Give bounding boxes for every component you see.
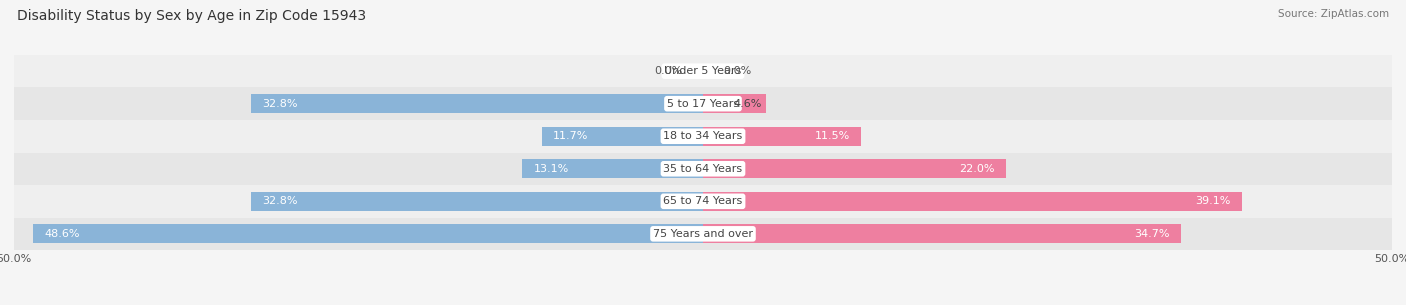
Bar xyxy=(523,159,703,178)
Bar xyxy=(252,94,703,113)
Text: 11.5%: 11.5% xyxy=(815,131,851,141)
Bar xyxy=(14,185,1392,217)
Text: 18 to 34 Years: 18 to 34 Years xyxy=(664,131,742,141)
Text: 0.0%: 0.0% xyxy=(724,66,752,76)
Bar xyxy=(14,152,1392,185)
Bar xyxy=(252,192,703,211)
Text: 5 to 17 Years: 5 to 17 Years xyxy=(666,99,740,109)
Text: 4.6%: 4.6% xyxy=(734,99,762,109)
Bar xyxy=(541,127,703,146)
Text: 39.1%: 39.1% xyxy=(1195,196,1230,206)
Bar xyxy=(14,120,1392,152)
Bar xyxy=(703,127,862,146)
Text: Disability Status by Sex by Age in Zip Code 15943: Disability Status by Sex by Age in Zip C… xyxy=(17,9,366,23)
Text: 35 to 64 Years: 35 to 64 Years xyxy=(664,164,742,174)
Text: 22.0%: 22.0% xyxy=(960,164,995,174)
Text: 75 Years and over: 75 Years and over xyxy=(652,229,754,239)
Text: 0.0%: 0.0% xyxy=(654,66,682,76)
Text: Under 5 Years: Under 5 Years xyxy=(665,66,741,76)
Bar xyxy=(14,88,1392,120)
Bar xyxy=(703,192,1241,211)
Text: 32.8%: 32.8% xyxy=(262,99,298,109)
Text: 48.6%: 48.6% xyxy=(45,229,80,239)
Bar xyxy=(14,55,1392,88)
Bar xyxy=(34,224,703,243)
Text: 65 to 74 Years: 65 to 74 Years xyxy=(664,196,742,206)
Bar xyxy=(14,217,1392,250)
Bar xyxy=(703,159,1007,178)
Bar xyxy=(703,224,1181,243)
Text: 13.1%: 13.1% xyxy=(533,164,569,174)
Text: 11.7%: 11.7% xyxy=(553,131,588,141)
Bar xyxy=(703,94,766,113)
Text: 34.7%: 34.7% xyxy=(1135,229,1170,239)
Text: 32.8%: 32.8% xyxy=(262,196,298,206)
Text: Source: ZipAtlas.com: Source: ZipAtlas.com xyxy=(1278,9,1389,19)
